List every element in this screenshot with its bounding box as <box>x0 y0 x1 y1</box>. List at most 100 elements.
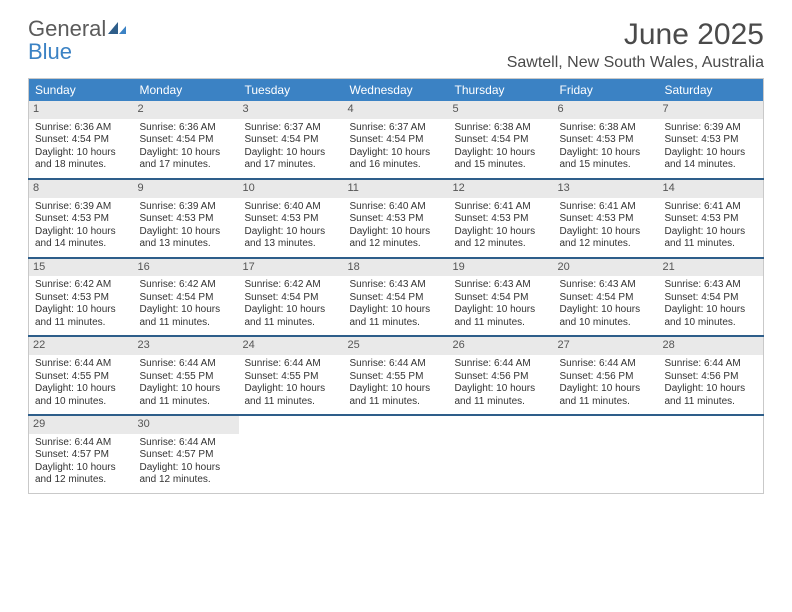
sunrise-text: Sunrise: 6:38 AM <box>560 122 653 135</box>
sunrise-text: Sunrise: 6:41 AM <box>455 201 548 214</box>
daylight-text: Daylight: 10 hours <box>140 462 233 475</box>
sunset-text: Sunset: 4:55 PM <box>350 371 443 384</box>
day-number: 11 <box>344 180 449 198</box>
sunrise-text: Sunrise: 6:42 AM <box>35 279 128 292</box>
weekday-header: Thursday <box>449 79 554 102</box>
calendar-day-cell: 13Sunrise: 6:41 AMSunset: 4:53 PMDayligh… <box>554 179 659 258</box>
day-number: 2 <box>134 101 239 119</box>
daylight-text: and 11 minutes. <box>245 317 338 330</box>
calendar-day-cell: 4Sunrise: 6:37 AMSunset: 4:54 PMDaylight… <box>344 101 449 179</box>
day-number: 21 <box>659 259 764 277</box>
day-number: 5 <box>449 101 554 119</box>
sunset-text: Sunset: 4:54 PM <box>455 134 548 147</box>
daylight-text: and 12 minutes. <box>560 238 653 251</box>
daylight-text: Daylight: 10 hours <box>35 383 128 396</box>
sunset-text: Sunset: 4:53 PM <box>560 134 653 147</box>
calendar-week-row: 22Sunrise: 6:44 AMSunset: 4:55 PMDayligh… <box>29 336 764 415</box>
day-number: 12 <box>449 180 554 198</box>
day-number: 14 <box>659 180 764 198</box>
sunset-text: Sunset: 4:54 PM <box>350 292 443 305</box>
calendar-day-cell: 17Sunrise: 6:42 AMSunset: 4:54 PMDayligh… <box>239 258 344 337</box>
calendar-day-cell: 30 Sunrise: 6:44 AMSunset: 4:57 PMDayligh… <box>134 415 239 493</box>
sunrise-text: Sunrise: 6:44 AM <box>140 358 233 371</box>
calendar-day-cell: 27Sunrise: 6:44 AMSunset: 4:56 PMDayligh… <box>554 336 659 415</box>
day-number: 28 <box>659 337 764 355</box>
calendar-day-cell: 28Sunrise: 6:44 AMSunset: 4:56 PMDayligh… <box>659 336 764 415</box>
weekday-header: Wednesday <box>344 79 449 102</box>
sunrise-text: Sunrise: 6:44 AM <box>35 437 128 450</box>
calendar-day-cell: 22Sunrise: 6:44 AMSunset: 4:55 PMDayligh… <box>29 336 134 415</box>
daylight-text: Daylight: 10 hours <box>560 226 653 239</box>
calendar-day-cell: 6Sunrise: 6:38 AMSunset: 4:53 PMDaylight… <box>554 101 659 179</box>
sunset-text: Sunset: 4:54 PM <box>455 292 548 305</box>
calendar-day-cell: 25Sunrise: 6:44 AMSunset: 4:55 PMDayligh… <box>344 336 449 415</box>
daylight-text: Daylight: 10 hours <box>245 147 338 160</box>
sunset-text: Sunset: 4:53 PM <box>560 213 653 226</box>
day-number: 8 <box>29 180 134 198</box>
weekday-header-row: Sunday Monday Tuesday Wednesday Thursday… <box>29 79 764 102</box>
calendar-day-cell <box>239 415 344 493</box>
calendar-day-cell: 20Sunrise: 6:43 AMSunset: 4:54 PMDayligh… <box>554 258 659 337</box>
sunrise-text: Sunrise: 6:44 AM <box>350 358 443 371</box>
day-number: 10 <box>239 180 344 198</box>
sunrise-text: Sunrise: 6:44 AM <box>245 358 338 371</box>
logo-sail-icon <box>106 20 128 36</box>
calendar-day-cell: 18Sunrise: 6:43 AMSunset: 4:54 PMDayligh… <box>344 258 449 337</box>
daylight-text: Daylight: 10 hours <box>455 226 548 239</box>
day-number: 7 <box>659 101 764 119</box>
calendar-week-row: 15Sunrise: 6:42 AMSunset: 4:53 PMDayligh… <box>29 258 764 337</box>
sunset-text: Sunset: 4:53 PM <box>455 213 548 226</box>
calendar-day-cell: 8Sunrise: 6:39 AMSunset: 4:53 PMDaylight… <box>29 179 134 258</box>
daylight-text: Daylight: 10 hours <box>665 304 758 317</box>
daylight-text: and 17 minutes. <box>140 159 233 172</box>
daylight-text: and 11 minutes. <box>665 396 758 409</box>
daylight-text: Daylight: 10 hours <box>140 383 233 396</box>
daylight-text: and 13 minutes. <box>245 238 338 251</box>
sunset-text: Sunset: 4:57 PM <box>140 449 233 462</box>
daylight-text: and 14 minutes. <box>665 159 758 172</box>
daylight-text: and 10 minutes. <box>35 396 128 409</box>
sunset-text: Sunset: 4:54 PM <box>245 134 338 147</box>
daylight-text: Daylight: 10 hours <box>245 383 338 396</box>
sunset-text: Sunset: 4:53 PM <box>35 213 128 226</box>
daylight-text: and 11 minutes. <box>245 396 338 409</box>
sunrise-text: Sunrise: 6:44 AM <box>140 437 233 450</box>
sunset-text: Sunset: 4:56 PM <box>665 371 758 384</box>
daylight-text: and 11 minutes. <box>455 396 548 409</box>
day-number: 4 <box>344 101 449 119</box>
location-text: Sawtell, New South Wales, Australia <box>507 54 764 72</box>
day-number: 3 <box>239 101 344 119</box>
weekday-header: Friday <box>554 79 659 102</box>
calendar-day-cell: 5Sunrise: 6:38 AMSunset: 4:54 PMDaylight… <box>449 101 554 179</box>
day-number: 29 <box>29 416 134 434</box>
sunset-text: Sunset: 4:55 PM <box>245 371 338 384</box>
sunset-text: Sunset: 4:53 PM <box>350 213 443 226</box>
month-title: June 2025 <box>507 18 764 52</box>
day-number: 13 <box>554 180 659 198</box>
daylight-text: and 14 minutes. <box>35 238 128 251</box>
sunrise-text: Sunrise: 6:37 AM <box>350 122 443 135</box>
sunrise-text: Sunrise: 6:36 AM <box>140 122 233 135</box>
calendar-week-row: 1Sunrise: 6:36 AMSunset: 4:54 PMDaylight… <box>29 101 764 179</box>
title-block: June 2025 Sawtell, New South Wales, Aust… <box>507 18 764 72</box>
day-number: 30 <box>134 416 239 434</box>
sunrise-text: Sunrise: 6:39 AM <box>140 201 233 214</box>
daylight-text: and 10 minutes. <box>665 317 758 330</box>
day-number: 22 <box>29 337 134 355</box>
calendar-day-cell: 16Sunrise: 6:42 AMSunset: 4:54 PMDayligh… <box>134 258 239 337</box>
sunrise-text: Sunrise: 6:40 AM <box>350 201 443 214</box>
calendar-day-cell: 1Sunrise: 6:36 AMSunset: 4:54 PMDaylight… <box>29 101 134 179</box>
daylight-text: Daylight: 10 hours <box>35 147 128 160</box>
calendar-week-row: 29Sunrise: 6:44 AMSunset: 4:57 PMDayligh… <box>29 415 764 493</box>
sunrise-text: Sunrise: 6:43 AM <box>665 279 758 292</box>
calendar-day-cell: 9Sunrise: 6:39 AMSunset: 4:53 PMDaylight… <box>134 179 239 258</box>
calendar-day-cell: 3Sunrise: 6:37 AMSunset: 4:54 PMDaylight… <box>239 101 344 179</box>
sunset-text: Sunset: 4:54 PM <box>140 292 233 305</box>
daylight-text: Daylight: 10 hours <box>560 304 653 317</box>
daylight-text: Daylight: 10 hours <box>35 462 128 475</box>
day-number: 17 <box>239 259 344 277</box>
sunset-text: Sunset: 4:54 PM <box>140 134 233 147</box>
daylight-text: and 15 minutes. <box>560 159 653 172</box>
daylight-text: Daylight: 10 hours <box>455 304 548 317</box>
daylight-text: Daylight: 10 hours <box>665 226 758 239</box>
